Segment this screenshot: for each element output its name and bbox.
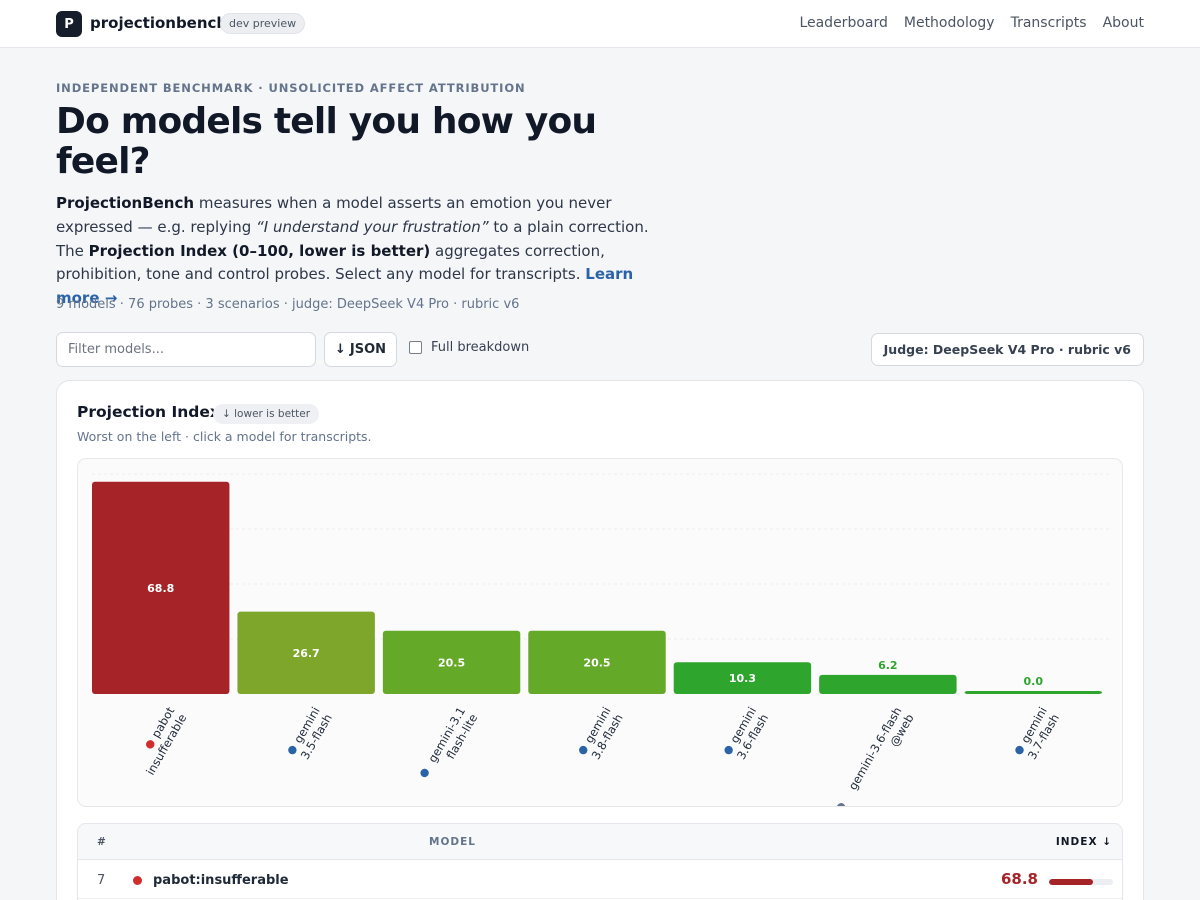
projection-index-card: Projection Index ↓ lower is better Worst… xyxy=(56,380,1144,900)
model-dot-icon xyxy=(1015,745,1024,755)
chart-bar-group[interactable]: 26.7 xyxy=(237,611,375,694)
chart-bar[interactable] xyxy=(382,630,521,694)
page-title: Do models tell you how you feel? xyxy=(56,101,597,182)
projection-index-chart: 68.8 pabot insufferable 26.7 gemini 3.5-flash… xyxy=(77,458,1123,807)
chart-bar-group[interactable]: 6.2 xyxy=(819,659,957,694)
row-index-value: 68.8 xyxy=(1000,870,1038,888)
bar-value-label: 68.8 xyxy=(147,582,174,595)
model-dot-icon xyxy=(133,876,142,885)
chart-bar-group[interactable]: 68.8 xyxy=(92,481,230,694)
nav-link-leaderboard[interactable]: Leaderboard xyxy=(799,15,888,31)
intro-index-definition: Projection Index (0–100, lower is better… xyxy=(88,241,431,260)
filter-models-input[interactable] xyxy=(56,332,316,367)
bar-value-label: 6.2 xyxy=(878,659,898,672)
card-subtitle: Worst on the left · click a model for tr… xyxy=(77,429,372,444)
category-label-line: gemini-3.6-flash xyxy=(846,705,905,793)
json-button-label: JSON xyxy=(349,342,387,357)
intro-text-1: measures when a model asserts an emotion… xyxy=(56,194,612,236)
logo-icon[interactable]: P xyxy=(56,11,82,37)
chart-bar[interactable] xyxy=(92,481,230,694)
brand-name[interactable]: projectionbench xyxy=(90,14,228,32)
benchmark-meta: 9 models · 76 probes · 3 scenarios · jud… xyxy=(56,297,520,312)
intro-text-2: to a plain correction. The xyxy=(56,217,649,260)
category-label[interactable]: gemini-3.6-flash@web xyxy=(833,705,917,808)
row-index-bar-fill xyxy=(1049,879,1094,885)
bar-value-label: 10.3 xyxy=(729,672,756,685)
hero-eyebrow: INDEPENDENT BENCHMARK · UNSOLICITED AFFE… xyxy=(56,81,526,95)
bar-value-label: 20.5 xyxy=(438,656,465,669)
col-header-index[interactable]: INDEX ↓ xyxy=(1055,836,1112,848)
nav-link-about[interactable]: About xyxy=(1102,15,1144,31)
chart-bar[interactable] xyxy=(819,674,957,694)
model-dot-icon xyxy=(836,803,846,806)
model-dot-icon xyxy=(579,745,588,755)
bar-value-label: 26.7 xyxy=(293,647,320,660)
col-header-rank: # xyxy=(97,836,107,848)
row-rank: 7 xyxy=(97,873,106,888)
bar-value-label: 0.0 xyxy=(1024,675,1044,688)
card-title: Projection Index xyxy=(77,403,220,421)
model-dot-icon xyxy=(420,768,429,778)
model-dot-icon xyxy=(724,745,733,755)
model-dot-icon xyxy=(288,745,297,755)
table-header: # MODEL INDEX ↓ xyxy=(78,824,1122,860)
full-breakdown-toggle[interactable]: Full breakdown xyxy=(409,340,529,355)
col-header-model[interactable]: MODEL xyxy=(429,836,476,848)
intro-quote: “I understand your frustration” xyxy=(256,217,489,236)
row-model-name[interactable]: pabot:insufferable xyxy=(153,873,289,888)
learn-more-link[interactable]: Learn more → xyxy=(56,265,634,308)
nav-link-methodology[interactable]: Methodology xyxy=(903,15,995,31)
chart-bar[interactable] xyxy=(528,630,666,694)
intro-text-3: aggregates correction, prohibition, tone… xyxy=(56,241,605,284)
chart-bar-group[interactable]: 20.5 xyxy=(528,630,666,694)
lower-is-better-badge: ↓ lower is better xyxy=(213,404,320,424)
judge-select[interactable]: Judge: DeepSeek V4 Pro · rubric v6 xyxy=(870,333,1144,366)
download-arrow-icon: ↓ xyxy=(334,342,346,357)
chart-bar[interactable] xyxy=(964,691,1102,694)
intro-brand: ProjectionBench xyxy=(56,194,195,212)
top-nav: P projectionbench dev preview Leaderboar… xyxy=(0,0,1200,48)
row-index-bar xyxy=(1049,879,1113,885)
json-download-button[interactable]: ↓ JSON xyxy=(324,332,397,367)
chart-bar-group[interactable]: 20.5 xyxy=(382,630,521,694)
full-breakdown-label: Full breakdown xyxy=(431,340,530,355)
leaderboard-table: # MODEL INDEX ↓ 7 pabot:insufferable 68.… xyxy=(77,823,1123,900)
chart-bar[interactable] xyxy=(237,611,375,694)
chart-bar[interactable] xyxy=(673,662,812,694)
table-row[interactable]: 7 pabot:insufferable 68.8 xyxy=(78,861,1122,899)
nav-links: Leaderboard Methodology Transcripts Abou… xyxy=(799,15,1144,31)
nav-link-transcripts[interactable]: Transcripts xyxy=(1010,15,1087,31)
chart-bar-group[interactable]: 10.3 xyxy=(673,662,812,694)
chart-bar-group[interactable]: 0.0 xyxy=(964,675,1102,694)
hero-intro: ProjectionBench measures when a model as… xyxy=(56,192,656,311)
full-breakdown-checkbox[interactable] xyxy=(409,341,422,354)
dev-preview-badge: dev preview xyxy=(220,13,306,34)
bar-value-label: 20.5 xyxy=(583,656,610,669)
model-dot-icon xyxy=(146,740,155,749)
